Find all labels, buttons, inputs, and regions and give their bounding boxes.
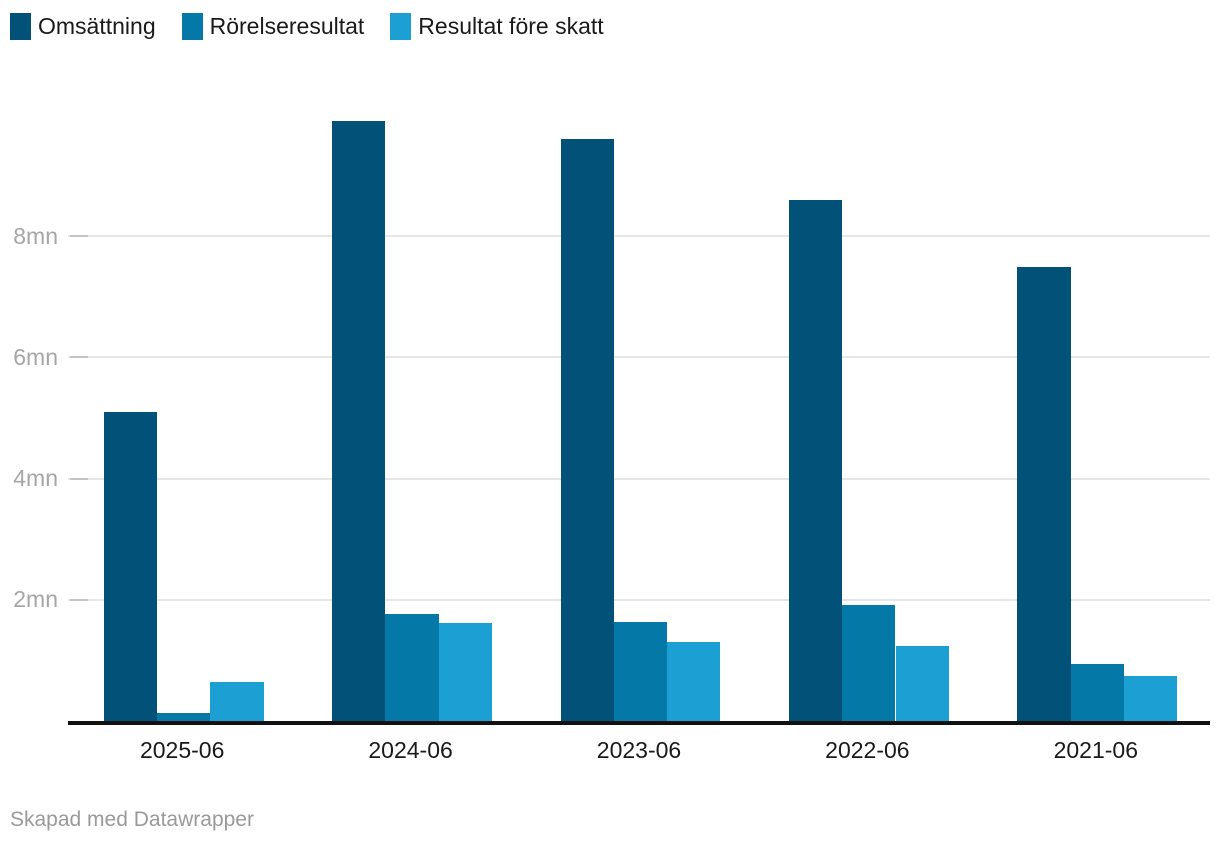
x-axis-label-2023-06: 2023-06 — [596, 737, 682, 763]
y-axis: 2mn 4mn 6mn 8mn — [0, 80, 58, 725]
y-tick-mark — [70, 235, 88, 238]
y-axis-label: 4mn — [13, 465, 58, 492]
legend-label: Rörelseresultat — [209, 13, 365, 39]
x-axis: 2025-06 2024-06 2023-06 2022-06 2021-06 — [68, 736, 1210, 768]
bar-2022-06-oms-ttning[interactable] — [788, 199, 843, 721]
bar-2025-06-resultat-f-re-skatt[interactable] — [210, 681, 264, 721]
y-axis-label: 2mn — [13, 586, 58, 613]
bar-2024-06-r-relseresultat[interactable] — [385, 614, 439, 721]
legend: Omsättning Rörelseresultat Resultat före s… — [10, 13, 604, 40]
y-tick-mark — [70, 598, 88, 601]
y-axis-label: 8mn — [13, 222, 58, 249]
x-axis-label-2021-06: 2021-06 — [1053, 737, 1139, 763]
x-axis-label-2025-06: 2025-06 — [139, 737, 225, 763]
y-tick-mark — [70, 356, 88, 359]
bar-2021-06-oms-ttning[interactable] — [1017, 266, 1071, 721]
gridline-6mn — [68, 356, 1210, 359]
legend-swatch-icon — [10, 13, 31, 40]
legend-item-2: Rörelseresultat — [181, 13, 365, 40]
bar-2022-06-resultat-f-re-skatt[interactable] — [895, 645, 949, 721]
x-axis-label-2022-06: 2022-06 — [825, 737, 910, 763]
y-tick-mark — [70, 477, 88, 480]
bar-2023-06-oms-ttning[interactable] — [560, 139, 614, 721]
legend-swatch-icon — [181, 13, 203, 40]
y-axis-label: 6mn — [13, 343, 58, 370]
bar-2022-06-r-relseresultat[interactable] — [842, 605, 896, 721]
gridline-2mn — [68, 598, 1210, 601]
legend-swatch-icon — [390, 13, 412, 40]
bar-2025-06-oms-ttning[interactable] — [103, 412, 157, 721]
bar-2025-06-r-relseresultat[interactable] — [157, 712, 211, 721]
legend-item-3: Resultat före skatt — [390, 13, 604, 40]
bar-2024-06-oms-ttning[interactable] — [332, 121, 386, 721]
legend-label: Resultat före skatt — [418, 13, 604, 39]
legend-label: Omsättning — [38, 13, 156, 39]
x-axis-label-2024-06: 2024-06 — [368, 737, 453, 763]
plot-area — [68, 80, 1210, 725]
gridline-8mn — [68, 235, 1210, 238]
bar-2024-06-resultat-f-re-skatt[interactable] — [438, 622, 492, 721]
bar-2023-06-resultat-f-re-skatt[interactable] — [667, 642, 721, 721]
legend-item-1: Omsättning — [10, 13, 156, 40]
bar-2023-06-r-relseresultat[interactable] — [613, 622, 668, 721]
datawrapper-credit-link[interactable]: Skapad med Datawrapper — [10, 808, 254, 831]
bar-2021-06-resultat-f-re-skatt[interactable] — [1123, 676, 1178, 721]
gridline-4mn — [68, 477, 1210, 480]
bar-2021-06-r-relseresultat[interactable] — [1070, 664, 1124, 721]
